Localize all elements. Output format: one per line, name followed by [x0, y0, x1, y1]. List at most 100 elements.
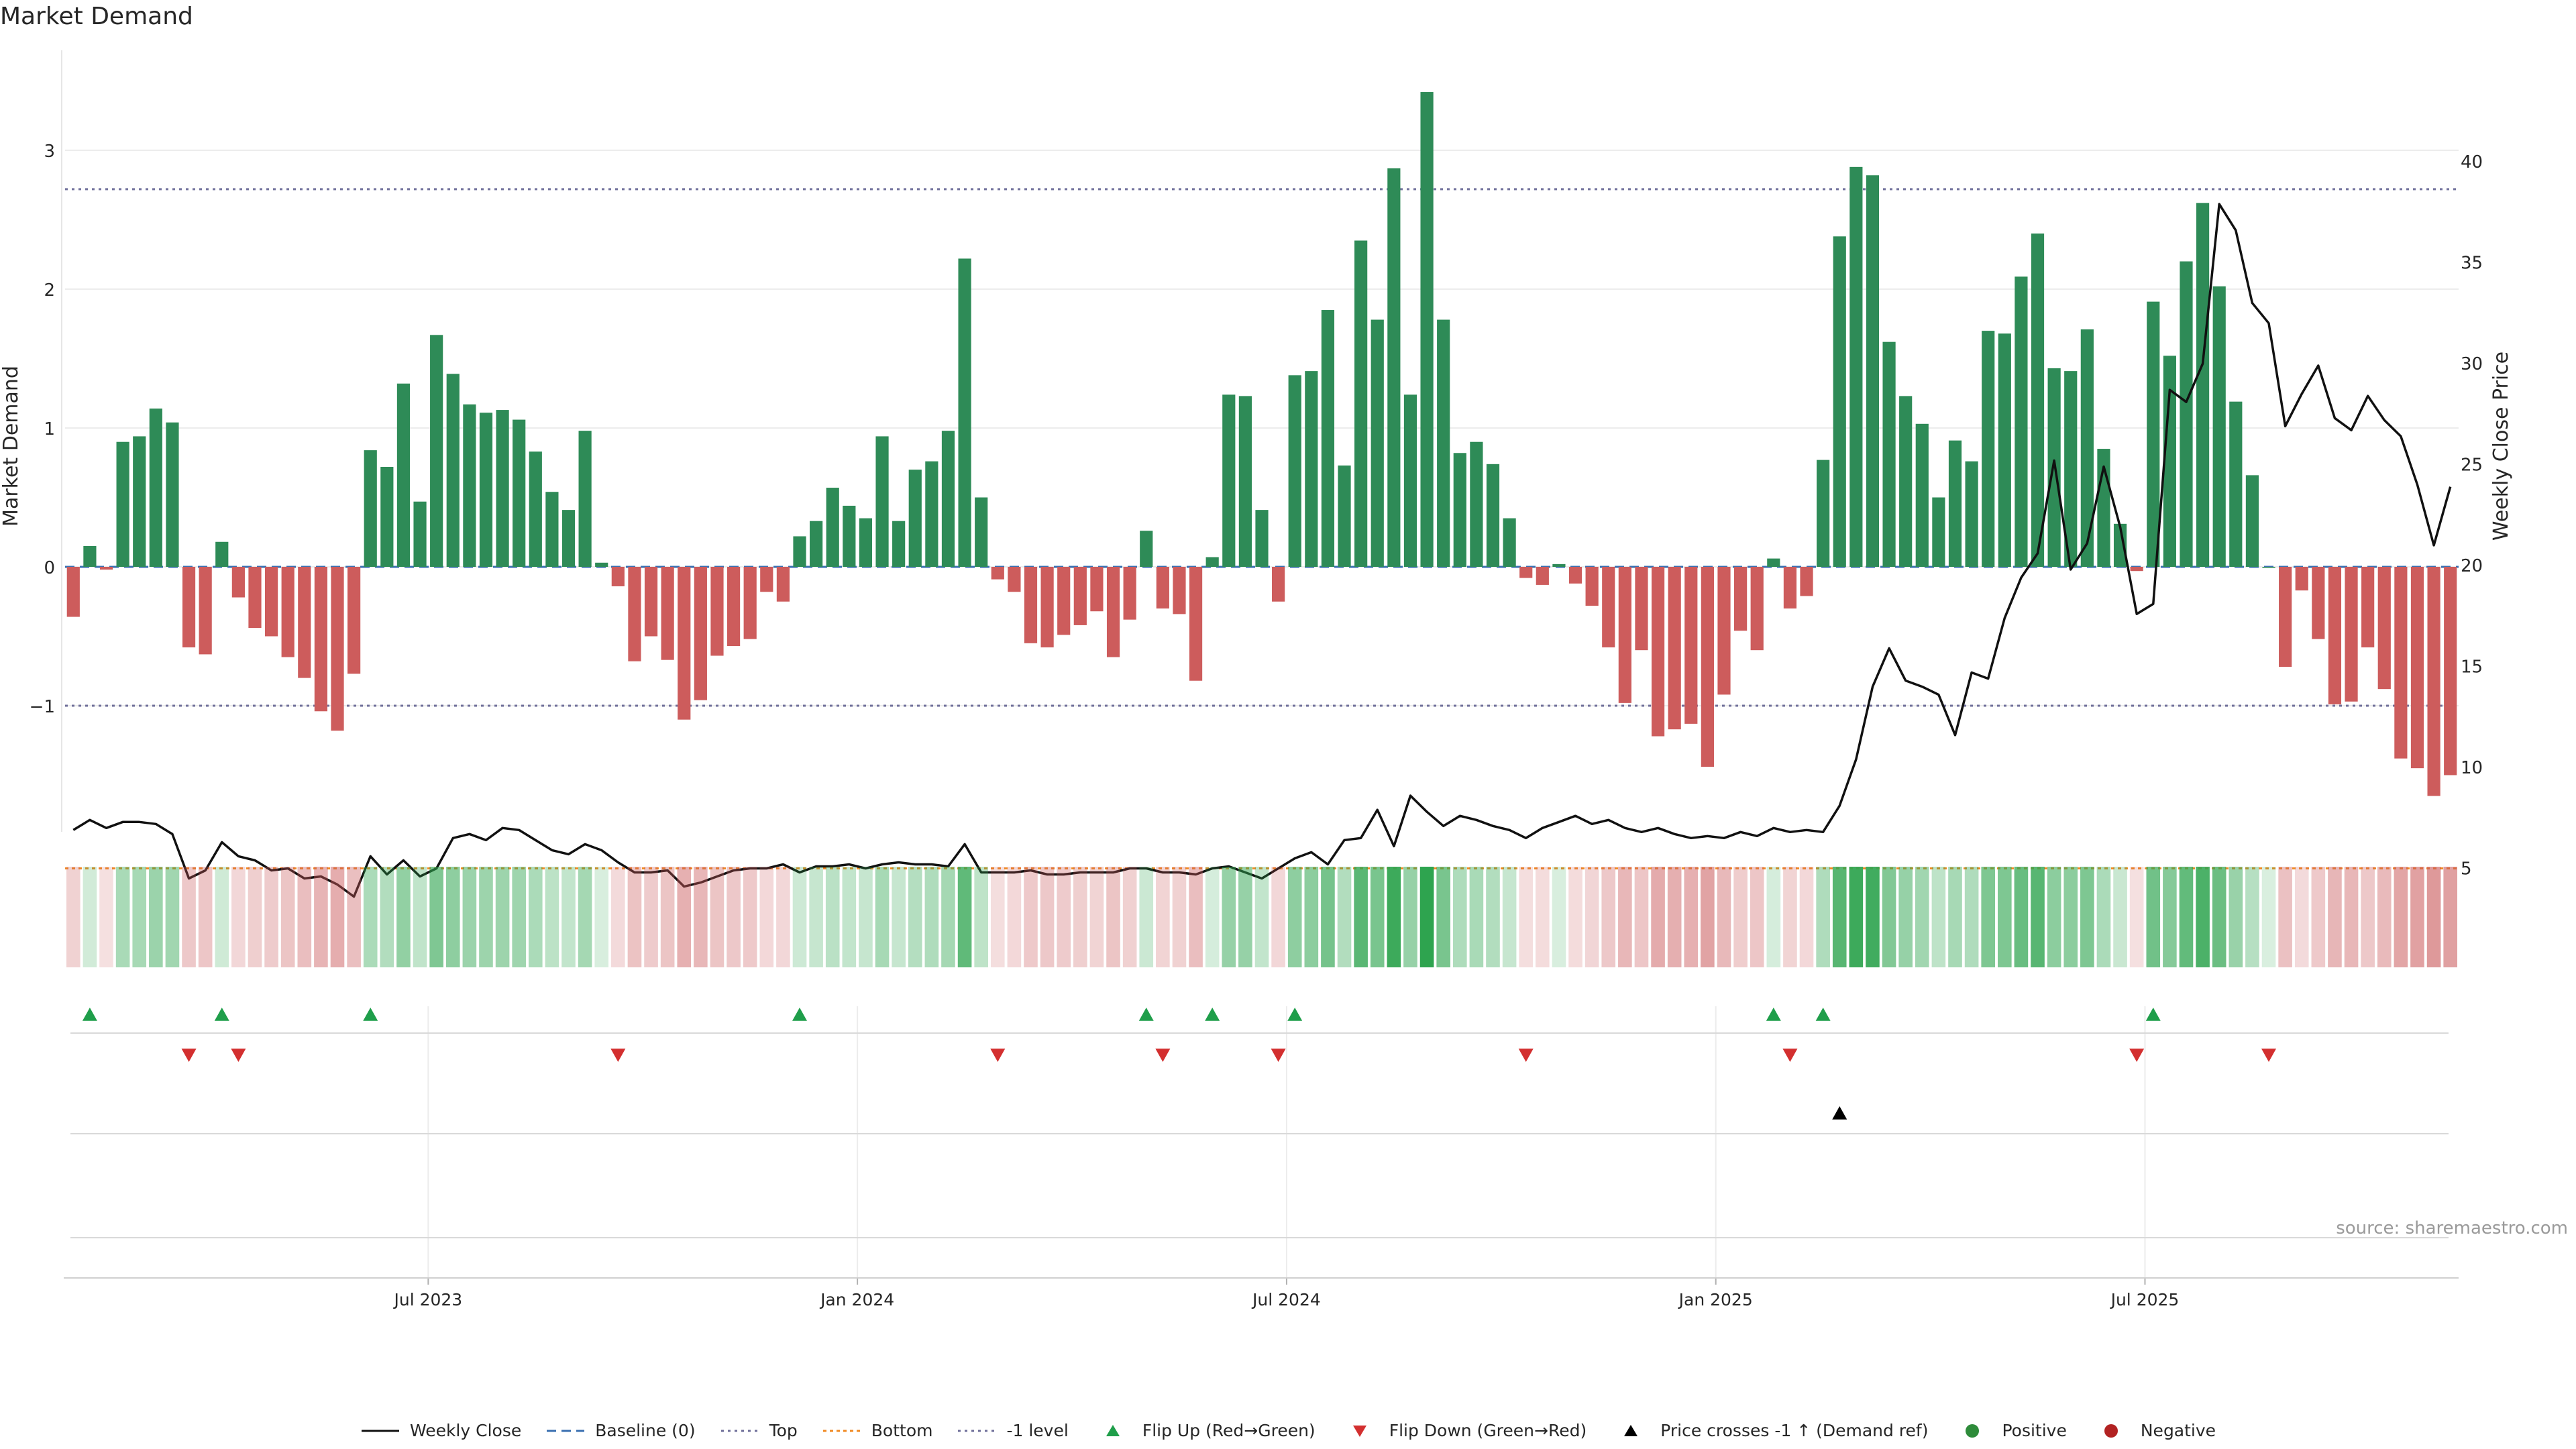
- demand-bar: [793, 536, 806, 567]
- heat-cell: [297, 867, 312, 967]
- demand-bar: [1008, 567, 1021, 592]
- demand-bar: [661, 567, 674, 660]
- heat-cell: [429, 867, 443, 967]
- demand-bar: [743, 567, 757, 639]
- legend-symbol-flip-down: [1352, 1425, 1366, 1437]
- demand-bar: [1552, 564, 1566, 567]
- heat-cell: [1998, 867, 2012, 967]
- demand-bar: [1568, 567, 1582, 584]
- flip-up-marker: [1287, 1008, 1303, 1021]
- heat-cell: [380, 867, 394, 967]
- heat-cell: [1403, 867, 1417, 967]
- heat-cell: [363, 867, 378, 967]
- demand-bar: [248, 567, 262, 629]
- heat-cell: [2229, 867, 2243, 967]
- heat-cell: [2163, 867, 2177, 967]
- demand-bar: [2212, 286, 2226, 567]
- heat-cell: [2245, 867, 2259, 967]
- heat-cell: [1733, 867, 1748, 967]
- demand-bar: [1767, 558, 1780, 567]
- legend-item-top: Top: [720, 1421, 798, 1440]
- demand-bar: [215, 541, 229, 567]
- heat-cell: [396, 867, 411, 967]
- heat-cell: [264, 867, 278, 967]
- heat-cell: [248, 867, 262, 967]
- demand-bar: [611, 567, 625, 586]
- legend-symbol-positive: [1966, 1424, 1980, 1438]
- heat-cell: [1139, 867, 1154, 967]
- legend-item-negative: Negative: [2091, 1421, 2216, 1440]
- flip-up-marker: [792, 1008, 808, 1021]
- heat-cell: [1618, 867, 1632, 967]
- heat-cell: [1238, 867, 1252, 967]
- heat-cell: [1799, 867, 1814, 967]
- heat-cell: [1469, 867, 1484, 967]
- heat-cell: [2377, 867, 2392, 967]
- demand-bar: [1140, 531, 1153, 567]
- heat-cell: [462, 867, 477, 967]
- demand-bar: [710, 567, 724, 656]
- heat-cell: [347, 867, 361, 967]
- demand-bar: [2031, 233, 2045, 567]
- demand-bar: [875, 436, 889, 567]
- legend-label: Positive: [2002, 1421, 2067, 1440]
- y2-tick-label: 10: [2461, 758, 2483, 778]
- heat-cell: [445, 867, 460, 967]
- heat-cell: [825, 867, 840, 967]
- heat-cell: [759, 867, 774, 967]
- heat-cell: [2361, 867, 2375, 967]
- heat-cell: [1436, 867, 1450, 967]
- legend-symbol-top: [720, 1430, 759, 1432]
- heat-cell: [627, 867, 642, 967]
- heat-cell: [1519, 867, 1534, 967]
- heat-cell: [792, 867, 807, 967]
- signal-markers: [64, 1008, 2459, 1279]
- demand-bar: [446, 374, 460, 567]
- demand-bar: [1833, 236, 1846, 567]
- flip-down-marker: [1155, 1049, 1171, 1062]
- demand-bar: [1420, 92, 1434, 567]
- demand-bar: [1437, 319, 1450, 567]
- demand-bar: [2080, 329, 2094, 567]
- demand-bar: [678, 567, 691, 720]
- demand-bar: [810, 521, 823, 567]
- demand-bar: [99, 567, 113, 570]
- demand-bar: [628, 567, 641, 661]
- heat-cell: [545, 867, 559, 967]
- heat-cell: [694, 867, 708, 967]
- heat-cell: [1717, 867, 1731, 967]
- demand-bar: [1635, 567, 1648, 651]
- demand-bars: [66, 92, 2457, 796]
- demand-bar: [2196, 203, 2210, 567]
- demand-bar: [1222, 394, 1236, 567]
- heat-cell: [2113, 867, 2127, 967]
- demand-bar: [1866, 175, 1880, 567]
- demand-bar: [1602, 567, 1615, 648]
- demand-bar: [2113, 523, 2127, 567]
- heat-cell: [1750, 867, 1764, 967]
- demand-bar: [1453, 453, 1466, 567]
- heat-cell: [413, 867, 427, 967]
- heat-cell: [1106, 867, 1120, 967]
- heat-cell: [1502, 867, 1517, 967]
- demand-bar: [908, 470, 922, 567]
- heat-cell: [231, 867, 246, 967]
- legend-label: Baseline (0): [595, 1421, 696, 1440]
- demand-bar: [2015, 276, 2028, 567]
- heat-cell: [1172, 867, 1187, 967]
- demand-bar: [380, 466, 394, 567]
- demand-bar: [1800, 567, 1813, 596]
- heat-cell: [165, 867, 180, 967]
- heat-cell: [2311, 867, 2326, 967]
- flip-down-marker: [2129, 1049, 2145, 1062]
- flip-down-marker: [990, 1049, 1006, 1062]
- demand-bar: [1173, 567, 1186, 614]
- demand-bar: [1503, 518, 1516, 567]
- demand-bar: [2163, 356, 2176, 567]
- heat-cell: [479, 867, 493, 967]
- heat-cell: [561, 867, 576, 967]
- legend-item-baseline: Baseline (0): [545, 1421, 696, 1440]
- demand-bar: [116, 441, 129, 567]
- demand-bar: [199, 567, 212, 655]
